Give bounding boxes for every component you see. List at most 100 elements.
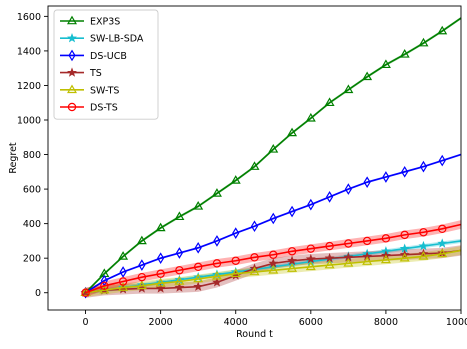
data-point: [156, 269, 165, 278]
data-point: [269, 212, 277, 225]
data-point: [157, 252, 165, 265]
legend-label: SW-LB-SDA: [90, 34, 144, 45]
data-point: [362, 256, 373, 265]
data-point: [194, 241, 202, 254]
data-point: [232, 227, 240, 239]
data-point: [307, 198, 315, 211]
data-point: [324, 97, 335, 107]
data-point: [136, 280, 147, 290]
data-point: [175, 266, 184, 275]
series-line-4: [85, 249, 462, 294]
legend: EXP3S SW-LB-SDA DS-UCB TS SW-TS DS-TS: [53, 9, 159, 120]
series-band-2: [85, 153, 462, 294]
data-point: [305, 112, 316, 122]
y-tick-label: 400: [23, 219, 41, 230]
data-point: [363, 176, 371, 189]
data-point: [269, 250, 278, 259]
legend-label: DS-TS: [90, 103, 118, 114]
data-point: [193, 201, 204, 210]
legend-label: TS: [89, 68, 102, 79]
data-point: [287, 263, 298, 272]
legend-marker: [66, 15, 78, 25]
data-point: [437, 248, 448, 258]
data-point: [193, 273, 204, 283]
data-point: [344, 239, 353, 248]
y-tick-label: 1400: [17, 46, 41, 57]
data-point: [174, 276, 185, 285]
series-markers-4: [80, 248, 448, 297]
data-point: [419, 160, 428, 173]
data-point: [175, 247, 183, 259]
y-tick-label: 0: [35, 288, 41, 299]
series-band-0: [85, 16, 462, 295]
data-point: [193, 262, 203, 272]
data-point: [287, 127, 298, 137]
y-tick-label: 1200: [17, 81, 41, 92]
x-tick-label: 4000: [224, 317, 248, 328]
data-point: [268, 264, 279, 274]
data-point: [437, 25, 448, 35]
legend-marker: [67, 67, 77, 77]
data-point: [305, 253, 316, 264]
data-point: [100, 281, 109, 291]
data-point: [438, 154, 446, 167]
data-point: [418, 240, 429, 251]
data-point: [250, 253, 259, 262]
data-point: [211, 270, 222, 280]
data-point: [231, 256, 240, 265]
data-point: [324, 259, 335, 269]
data-point: [230, 268, 241, 278]
data-point: [362, 236, 372, 246]
y-axis-label: Regret: [8, 142, 19, 174]
data-point: [268, 144, 279, 153]
data-point: [419, 228, 428, 237]
legend-marker: [66, 84, 78, 94]
y-tick-label: 1000: [17, 116, 41, 127]
data-point: [155, 277, 166, 287]
data-point: [249, 161, 260, 170]
y-tick-label: 800: [23, 150, 41, 161]
series-line-0: [84, 17, 462, 294]
data-point: [155, 283, 166, 293]
data-point: [437, 247, 448, 258]
data-point: [136, 235, 147, 245]
data-point: [437, 238, 448, 248]
data-point: [381, 234, 391, 243]
data-point: [399, 252, 410, 262]
data-point: [211, 188, 222, 197]
data-point: [138, 259, 146, 271]
x-tick-label: 6000: [299, 317, 323, 328]
data-point: [118, 251, 129, 260]
series-markers-0: [80, 25, 448, 297]
legend-marker: [67, 33, 77, 43]
data-point: [400, 230, 409, 240]
data-point: [193, 281, 204, 291]
data-point: [213, 235, 221, 247]
data-point: [325, 241, 334, 251]
data-point: [250, 220, 259, 233]
series-line-2: [85, 153, 462, 294]
data-point: [249, 266, 260, 276]
data-point: [174, 211, 185, 221]
x-tick-label: 2000: [149, 317, 173, 328]
legend-label: SW-TS: [90, 85, 119, 96]
series-line-5: [85, 223, 462, 294]
data-point: [418, 251, 429, 260]
legend-label: DS-UCB: [90, 51, 127, 62]
data-point: [81, 288, 90, 297]
data-point: [418, 37, 429, 47]
data-point: [230, 175, 241, 184]
data-point: [343, 258, 354, 267]
data-point: [399, 49, 410, 58]
data-point: [137, 272, 147, 282]
data-point: [287, 247, 297, 256]
data-point: [212, 259, 222, 268]
data-point: [305, 261, 316, 271]
y-tick-label: 1600: [17, 12, 41, 23]
data-point: [119, 266, 127, 278]
data-point: [118, 277, 128, 286]
data-point: [326, 191, 334, 203]
data-point: [362, 71, 373, 81]
